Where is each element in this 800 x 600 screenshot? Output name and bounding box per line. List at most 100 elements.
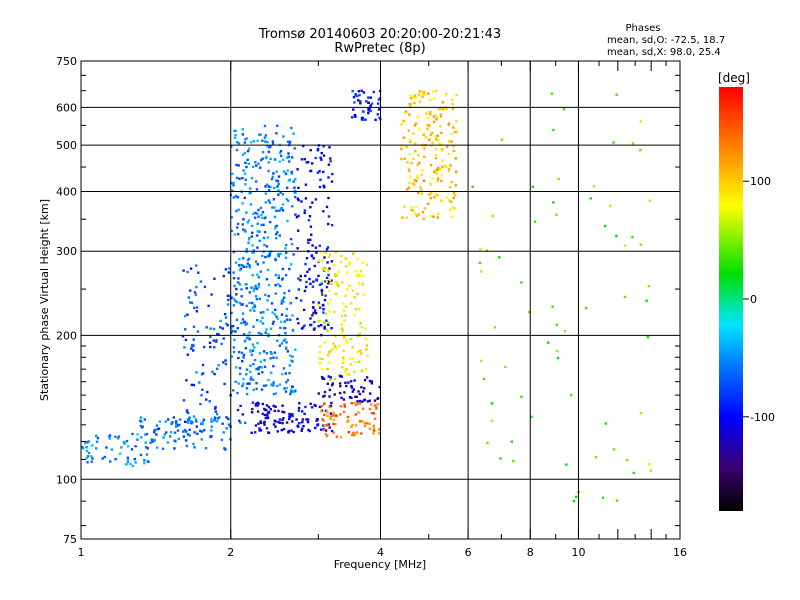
- scatter-point: [233, 284, 236, 288]
- scatter-point: [345, 341, 348, 345]
- scatter-point: [350, 396, 353, 399]
- scatter-point: [243, 320, 246, 324]
- scatter-point: [241, 384, 244, 388]
- scatter-point: [324, 268, 327, 271]
- scatter-point: [256, 246, 259, 249]
- scatter-point: [332, 411, 335, 415]
- scatter-point: [276, 339, 279, 342]
- scatter-point: [358, 399, 362, 403]
- scatter-point: [318, 244, 321, 247]
- scatter-point: [262, 236, 266, 240]
- scatter-point: [331, 172, 334, 176]
- scatter-point: [435, 154, 438, 157]
- scatter-point: [183, 428, 187, 432]
- scatter-point: [236, 391, 239, 395]
- scatter-point: [551, 305, 554, 308]
- scatter-point: [203, 345, 206, 349]
- scatter-point: [232, 304, 236, 307]
- scatter-point: [261, 157, 264, 160]
- scatter-point: [288, 364, 291, 367]
- scatter-point: [221, 327, 224, 330]
- scatter-point: [333, 310, 336, 314]
- scatter-point: [358, 275, 361, 278]
- scatter-point: [520, 395, 523, 398]
- scatter-point: [261, 139, 264, 142]
- scatter-point: [245, 165, 248, 169]
- scatter-point: [257, 162, 260, 165]
- scatter-point: [328, 351, 331, 354]
- scatter-point: [245, 287, 248, 290]
- scatter-point: [272, 186, 276, 190]
- scatter-point: [308, 215, 312, 218]
- scatter-point: [318, 185, 322, 189]
- scatter-point: [282, 339, 286, 342]
- scatter-point: [289, 318, 292, 321]
- scatter-point: [260, 366, 263, 369]
- scatter-point: [255, 367, 258, 371]
- scatter-point: [512, 459, 515, 463]
- scatter-point: [209, 327, 212, 330]
- scatter-point: [258, 133, 261, 136]
- scatter-point: [87, 451, 91, 455]
- scatter-point: [320, 288, 324, 292]
- scatter-point: [425, 112, 428, 115]
- scatter-point: [326, 329, 329, 332]
- scatter-point: [345, 265, 348, 268]
- scatter-point: [491, 419, 494, 422]
- scatter-point: [134, 445, 137, 448]
- scatter-point: [252, 388, 255, 391]
- scatter-point: [354, 308, 358, 311]
- scatter-point: [171, 421, 174, 424]
- scatter-point: [305, 161, 308, 164]
- scatter-point: [267, 334, 270, 338]
- scatter-point: [251, 231, 254, 234]
- scatter-point: [274, 392, 278, 395]
- scatter-point: [339, 385, 342, 388]
- scatter-point: [250, 376, 253, 379]
- scatter-point: [312, 301, 315, 304]
- scatter-point: [238, 268, 242, 272]
- scatter-point: [245, 392, 249, 396]
- scatter-point: [300, 158, 304, 161]
- scatter-point: [434, 157, 438, 160]
- scatter-point: [262, 350, 266, 353]
- scatter-point: [291, 205, 294, 208]
- scatter-point: [498, 256, 501, 259]
- scatter-point: [90, 460, 93, 463]
- scatter-point: [257, 402, 260, 405]
- scatter-point: [162, 436, 165, 439]
- scatter-point: [353, 296, 356, 299]
- scatter-point: [254, 431, 257, 434]
- scatter-point: [126, 460, 129, 464]
- scatter-point: [256, 410, 260, 413]
- scatter-point: [354, 395, 357, 398]
- scatter-point: [300, 200, 303, 203]
- scatter-point: [327, 222, 330, 226]
- scatter-point: [242, 257, 245, 260]
- scatter-point: [452, 126, 455, 129]
- scatter-point: [297, 409, 301, 412]
- scatter-point: [201, 388, 204, 391]
- scatter-point: [252, 289, 255, 293]
- scatter-point: [233, 298, 236, 301]
- scatter-point: [329, 415, 332, 418]
- scatter-point: [412, 157, 415, 160]
- scatter-point: [266, 141, 269, 144]
- scatter-point: [122, 440, 126, 444]
- scatter-point: [235, 318, 239, 321]
- scatter-point: [254, 284, 257, 288]
- scatter-point: [285, 243, 288, 247]
- scatter-point: [230, 355, 233, 358]
- x-axis: 1 2 4 6 8 10 16: [78, 61, 687, 559]
- scatter-point: [262, 261, 265, 264]
- scatter-point: [490, 402, 494, 405]
- scatter-point: [348, 262, 351, 266]
- scatter-point: [303, 289, 307, 293]
- scatter-point: [312, 280, 315, 283]
- scatter-point: [242, 382, 245, 385]
- scatter-point: [303, 324, 306, 327]
- scatter-point: [252, 140, 256, 143]
- scatter-point: [328, 278, 332, 282]
- scatter-point: [231, 324, 235, 328]
- scatter-point: [351, 89, 354, 93]
